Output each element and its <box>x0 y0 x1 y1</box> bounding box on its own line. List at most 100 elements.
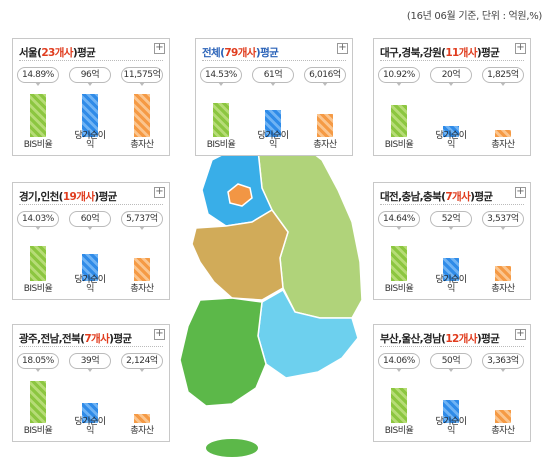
profit-axis-label: 익 <box>86 284 94 294</box>
bis-value-label: 14.06% <box>378 353 420 372</box>
assets-axis-label: 총자산 <box>130 140 154 150</box>
divider <box>380 60 524 61</box>
card-title: 부산,울산,경남(12개사)평균 <box>380 333 500 345</box>
profit-bar <box>443 400 459 423</box>
profit-bar <box>82 94 98 137</box>
expand-icon[interactable]: + <box>515 328 526 340</box>
expand-icon[interactable]: + <box>515 42 526 54</box>
profit-value-label: 96억 <box>69 67 111 86</box>
expand-icon[interactable]: + <box>154 42 165 54</box>
bis-value-label: 14.89% <box>17 67 59 86</box>
profit-axis-label: 익 <box>447 284 455 294</box>
bis-axis-label: BIS비율 <box>23 140 53 150</box>
bis-value-label: 14.64% <box>378 211 420 230</box>
bis-bar <box>213 103 229 137</box>
map-region-jeolla <box>179 297 267 407</box>
expand-icon[interactable]: + <box>154 186 165 198</box>
profit-value-label: 52억 <box>430 211 472 230</box>
card-title: 광주,전남,전북(7개사)평균 <box>19 333 132 345</box>
divider <box>19 204 163 205</box>
profit-axis-label: 익 <box>447 426 455 436</box>
expand-icon[interactable]: + <box>515 186 526 198</box>
profit-bar <box>443 126 459 137</box>
assets-value-label: 3,363억 <box>482 353 524 372</box>
profit-value-label: 39억 <box>69 353 111 372</box>
card-title: 전체(79개사)평균 <box>202 47 279 59</box>
expand-icon[interactable]: + <box>154 328 165 340</box>
profit-bar <box>82 403 98 423</box>
assets-axis-label: 총자산 <box>491 284 515 294</box>
bis-axis-label: BIS비율 <box>23 426 53 436</box>
assets-axis-label: 총자산 <box>491 140 515 150</box>
profit-label-head: 당기순이 <box>257 131 289 141</box>
bis-axis-label: BIS비율 <box>384 284 414 294</box>
assets-value-label: 5,737억 <box>121 211 163 230</box>
bis-axis-label: BIS비율 <box>206 140 236 150</box>
bis-axis-label: BIS비율 <box>384 426 414 436</box>
bis-axis-label: BIS비율 <box>384 140 414 150</box>
assets-bar <box>495 130 511 137</box>
bis-value-label: 14.03% <box>17 211 59 230</box>
profit-axis-label: 익 <box>86 426 94 436</box>
profit-value-label: 60억 <box>69 211 111 230</box>
assets-bar <box>134 414 150 423</box>
divider <box>19 60 163 61</box>
bis-bar <box>30 246 46 281</box>
region-card: 대구,경북,강원(11개사)평균 + 10.92% 20억 1,825억 당기순… <box>373 38 531 156</box>
profit-axis-label: 익 <box>86 140 94 150</box>
region-card: 광주,전남,전북(7개사)평균 + 18.05% 39억 2,124억 당기순이… <box>12 324 170 442</box>
assets-value-label: 6,016억 <box>304 67 346 86</box>
bis-bar <box>391 105 407 137</box>
map-region-chungcheong <box>191 209 289 301</box>
divider <box>380 204 524 205</box>
profit-label-head: 당기순이 <box>435 417 467 427</box>
region-card: 서울(23개사)평균 + 14.89% 96억 11,575억 당기순이 BIS… <box>12 38 170 156</box>
assets-value-label: 3,537억 <box>482 211 524 230</box>
card-title: 대전,충남,충북(7개사)평균 <box>380 191 493 203</box>
profit-label-head: 당기순이 <box>435 275 467 285</box>
assets-bar <box>317 114 333 137</box>
profit-label-head: 당기순이 <box>435 131 467 141</box>
profit-label-head: 당기순이 <box>74 275 106 285</box>
region-card: 대전,충남,충북(7개사)평균 + 14.64% 52억 3,537억 당기순이… <box>373 182 531 300</box>
region-card: 전체(79개사)평균 + 14.53% 61억 6,016억 당기순이 BIS비… <box>195 38 353 156</box>
assets-value-label: 1,825억 <box>482 67 524 86</box>
region-card: 부산,울산,경남(12개사)평균 + 14.06% 50억 3,363억 당기순… <box>373 324 531 442</box>
bis-value-label: 10.92% <box>378 67 420 86</box>
bis-value-label: 14.53% <box>200 67 242 86</box>
region-card: 경기,인천(19개사)평균 + 14.03% 60억 5,737억 당기순이 B… <box>12 182 170 300</box>
assets-value-label: 11,575억 <box>121 67 163 86</box>
unit-note: (16년 06월 기준, 단위 : 억원,%) <box>406 11 542 22</box>
assets-bar <box>495 266 511 281</box>
divider <box>380 346 524 347</box>
divider <box>19 346 163 347</box>
card-title: 서울(23개사)평균 <box>19 47 96 59</box>
assets-axis-label: 총자산 <box>313 140 337 150</box>
divider <box>202 60 346 61</box>
profit-bar <box>265 110 281 137</box>
assets-axis-label: 총자산 <box>130 426 154 436</box>
bis-bar <box>30 381 46 423</box>
profit-bar <box>82 254 98 281</box>
bis-value-label: 18.05% <box>17 353 59 372</box>
assets-value-label: 2,124억 <box>121 353 163 372</box>
card-title: 경기,인천(19개사)평균 <box>19 191 117 203</box>
map-region-jeju <box>206 439 258 457</box>
bis-bar <box>391 246 407 281</box>
profit-label-head: 당기순이 <box>74 131 106 141</box>
profit-label-head: 당기순이 <box>74 417 106 427</box>
profit-value-label: 61억 <box>252 67 294 86</box>
profit-axis-label: 익 <box>269 140 277 150</box>
assets-bar <box>134 94 150 137</box>
assets-bar <box>134 258 150 281</box>
profit-value-label: 20억 <box>430 67 472 86</box>
profit-value-label: 50억 <box>430 353 472 372</box>
expand-icon[interactable]: + <box>337 42 348 54</box>
card-title: 대구,경북,강원(11개사)평균 <box>380 47 500 59</box>
bis-bar <box>30 94 46 137</box>
map-region-seoul <box>227 183 253 207</box>
bis-axis-label: BIS비율 <box>23 284 53 294</box>
assets-axis-label: 총자산 <box>130 284 154 294</box>
assets-axis-label: 총자산 <box>491 426 515 436</box>
